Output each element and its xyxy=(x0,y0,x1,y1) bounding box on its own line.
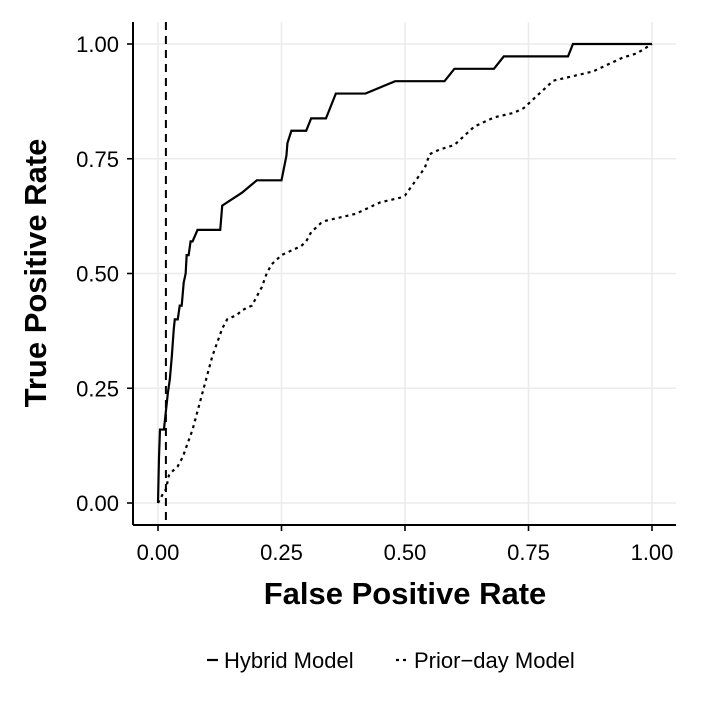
y-tick-label: 1.00 xyxy=(76,32,119,57)
grid-lines xyxy=(133,22,676,525)
y-tick-label: 0.00 xyxy=(76,491,119,516)
legend-item-prior-day: Prior−day Model xyxy=(396,648,575,673)
y-tick-label: 0.75 xyxy=(76,147,119,172)
x-tick-label: 0.50 xyxy=(384,540,427,565)
series-line-hybrid xyxy=(156,42,652,504)
x-tick-label: 0.75 xyxy=(507,540,550,565)
x-tick-label: 1.00 xyxy=(631,540,674,565)
legend-label-prior-day: Prior−day Model xyxy=(414,648,575,673)
y-ticks: 0.00 0.25 0.50 0.75 1.00 xyxy=(76,32,133,516)
series-line-prior-day xyxy=(157,43,653,504)
x-tick-label: 0.00 xyxy=(137,540,180,565)
x-axis-title: False Positive Rate xyxy=(264,576,547,611)
y-axis-title: True Positive Rate xyxy=(18,139,53,408)
y-tick-label: 0.50 xyxy=(76,262,119,287)
x-ticks: 0.00 0.25 0.50 0.75 1.00 xyxy=(137,525,674,565)
legend-item-hybrid: Hybrid Model xyxy=(207,648,354,673)
legend-label-hybrid: Hybrid Model xyxy=(224,648,354,673)
y-tick-label: 0.25 xyxy=(76,376,119,401)
x-tick-label: 0.25 xyxy=(260,540,303,565)
legend: Hybrid Model Prior−day Model xyxy=(207,648,575,673)
series-layer xyxy=(156,42,653,504)
